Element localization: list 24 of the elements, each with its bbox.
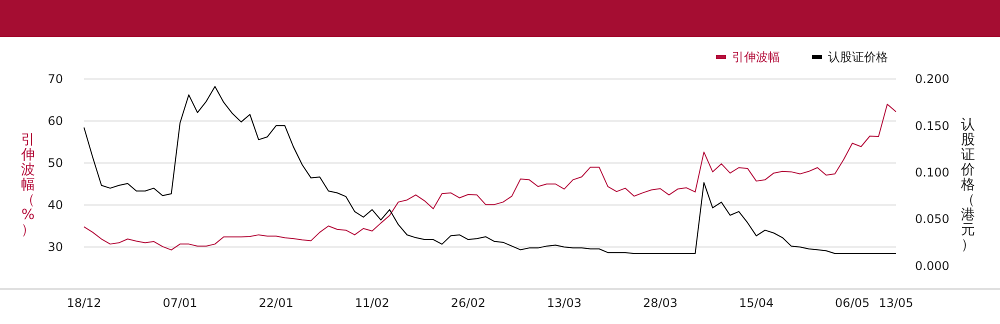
y-axis-title: 引伸波幅（%） — [20, 132, 35, 238]
y-tick-label: 30 — [48, 240, 63, 254]
x-tick-label: 06/05 — [835, 296, 870, 310]
text: 认股证价格（港元） — [961, 116, 975, 253]
x-tick-label: 13/03 — [546, 296, 582, 310]
legend-label: 认股证价格 — [828, 50, 888, 64]
x-tick-label: 15/04 — [739, 296, 774, 310]
x-tick-label: 07/01 — [162, 296, 198, 310]
legend-label: 引伸波幅 — [732, 50, 780, 64]
y2-tick-label: 0.100 — [915, 166, 950, 180]
x-tick-label: 13/05 — [878, 296, 914, 310]
y-tick-label: 50 — [48, 156, 63, 170]
x-tick-label: 11/02 — [354, 296, 390, 310]
y-tick-label: 40 — [48, 198, 63, 212]
y2-tick-label: 0.150 — [915, 118, 950, 133]
y-tick-label: 70 — [48, 72, 63, 86]
y-tick-label: 60 — [48, 114, 63, 128]
x-tick-label: 18/12 — [66, 296, 102, 310]
x-tick-label: 28/03 — [642, 296, 678, 310]
x-tick-label: 22/01 — [258, 296, 294, 310]
y2-tick-label: 0.050 — [915, 212, 950, 226]
y2-tick-label: 0.200 — [915, 72, 950, 86]
y2-tick-label: 0.000 — [915, 258, 950, 273]
x-tick-label: 26/02 — [450, 296, 486, 310]
